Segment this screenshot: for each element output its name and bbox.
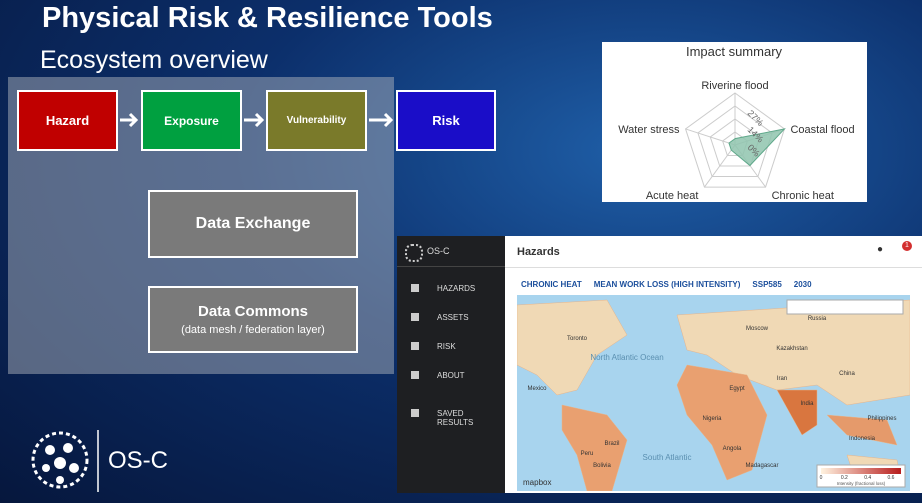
- nav-icon: [411, 342, 419, 350]
- legend-tick: 0.6: [888, 475, 895, 481]
- divider: [397, 266, 505, 267]
- radar-axis-label: Riverine flood: [701, 80, 768, 92]
- map-label: Brazil: [604, 441, 619, 447]
- radar-axis-label: Chronic heat: [772, 190, 834, 202]
- map-label: Toronto: [567, 336, 588, 342]
- brand-icon: [405, 244, 423, 262]
- map-label: Iran: [777, 376, 787, 382]
- search-box[interactable]: [786, 299, 904, 315]
- map-label: China: [839, 371, 855, 377]
- nav-item[interactable]: SAVED RESULTS: [437, 409, 474, 427]
- radar-axis: [704, 144, 736, 188]
- radar-axis-label: Acute heat: [646, 190, 699, 202]
- map-label: Angola: [723, 446, 742, 452]
- map-label: Egypt: [729, 386, 745, 392]
- legend-title: Intensity (fractional loss): [837, 481, 886, 486]
- radar-area: [728, 128, 786, 167]
- data-commons-subtitle: (data mesh / federation layer): [181, 324, 325, 336]
- map-label: Mexico: [527, 386, 547, 392]
- nav-icon: [411, 371, 419, 379]
- arrows: [120, 112, 394, 128]
- map-label: Peru: [581, 451, 594, 457]
- data-exchange: Data Exchange: [148, 190, 358, 258]
- data-commons: Data Commons (data mesh / federation lay…: [148, 286, 358, 353]
- radar-axis: [685, 128, 736, 146]
- divider: [505, 267, 922, 268]
- nav-icon: [411, 284, 419, 292]
- title: Physical Risk & Resilience Tools: [42, 2, 493, 34]
- map-label: Indonesia: [849, 436, 876, 442]
- filters: CHRONIC HEAT MEAN WORK LOSS (HIGH INTENSI…: [521, 280, 824, 289]
- flow-box: Hazard: [17, 90, 118, 151]
- nav-item[interactable]: ABOUT: [437, 371, 465, 380]
- flow-box: Exposure: [141, 90, 242, 151]
- flow-box: Risk: [396, 90, 496, 151]
- legend-tick: 0.2: [841, 475, 848, 481]
- map-label: North Atlantic Ocean: [590, 353, 663, 362]
- user-icon[interactable]: ●: [877, 244, 884, 255]
- nav-item[interactable]: RISK: [437, 342, 456, 351]
- app-window: OS-C HAZARDS ASSETS RISK ABOUT SAVED RESULTS…: [397, 236, 922, 493]
- nav-item[interactable]: HAZARDS: [437, 284, 476, 293]
- map-label: Russia: [808, 316, 827, 322]
- legend-tick: 0: [820, 475, 823, 481]
- brand: OS-C: [427, 246, 450, 256]
- legend-ramp: [821, 468, 901, 474]
- logo-mark: [31, 430, 99, 492]
- map-label: Nigeria: [702, 416, 722, 422]
- impact-summary: Impact summary Riverine flood Coastal flo…: [602, 42, 867, 202]
- radar-title: Impact summary: [686, 44, 783, 59]
- subtitle: Ecosystem overview: [40, 46, 268, 74]
- map-label: Philippines: [867, 416, 896, 422]
- filter-dropdown[interactable]: 2030: [793, 280, 812, 289]
- radar-ring: [684, 92, 786, 188]
- attribution: mapbox: [523, 478, 551, 487]
- radar-axis-label: Coastal flood: [790, 124, 854, 136]
- logo-text: OS-C: [108, 447, 168, 474]
- filter-dropdown[interactable]: SSP585: [752, 280, 782, 289]
- legend-tick: 0.4: [864, 475, 871, 481]
- filter-dropdown[interactable]: MEAN WORK LOSS (HIGH INTENSITY): [593, 280, 741, 289]
- radar-axis-label: Water stress: [618, 124, 680, 136]
- nav-icon: [411, 313, 419, 321]
- flow-box: Vulnerability: [266, 90, 367, 151]
- map-label: South Atlantic: [643, 453, 692, 462]
- map-label: Bolivia: [593, 463, 611, 469]
- sidebar: OS-C HAZARDS ASSETS RISK ABOUT SAVED RESULTS: [397, 236, 505, 493]
- app-header: Hazards: [517, 246, 560, 258]
- map-label: India: [800, 401, 814, 407]
- notification-badge[interactable]: 1: [902, 241, 912, 251]
- nav-item[interactable]: ASSETS: [437, 313, 469, 322]
- filter-dropdown[interactable]: CHRONIC HEAT: [521, 280, 582, 289]
- radar-ring: [709, 118, 761, 167]
- map-label: Moscow: [746, 326, 769, 332]
- data-commons-title: Data Commons: [197, 303, 309, 320]
- radar-ring: [697, 105, 773, 178]
- nav-icon: [411, 409, 419, 417]
- map-label: Kazakhstan: [776, 346, 807, 352]
- map-label: Madagascar: [745, 463, 778, 469]
- map: North Atlantic Ocean South Atlantic Russia…: [517, 295, 910, 491]
